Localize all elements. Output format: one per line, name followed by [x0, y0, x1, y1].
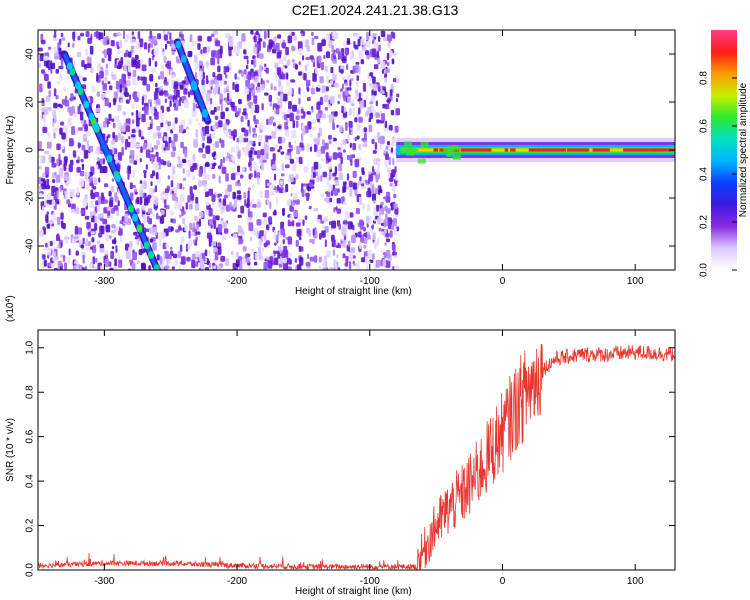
- y-tick-label: 0.8: [25, 385, 36, 399]
- y-tick-label: -20: [25, 190, 36, 205]
- x-tick-label: 100: [627, 576, 644, 587]
- x-tick-label: -300: [94, 276, 114, 287]
- track-0-blob: [128, 204, 134, 213]
- y-tick-label: -40: [25, 238, 36, 253]
- colorbar-tick-label: 0.2: [699, 215, 710, 229]
- track-0-blob: [101, 142, 108, 151]
- y-axis-label: SNR (10 * v/v): [5, 418, 16, 482]
- x-tick-label: -300: [94, 576, 114, 587]
- track-0-blob: [148, 251, 154, 259]
- x-tick-label: -200: [227, 276, 247, 287]
- track-1-blob: [180, 55, 187, 63]
- track-0-blob: [77, 87, 84, 96]
- figure-title: C2E1.2024.241.21.38.G13: [291, 2, 459, 18]
- snr-panel: -300 -200 -100 0 100 0.0 0.2 0.4 0.6 0.8 1.0 Height…: [5, 295, 676, 597]
- y-tick-label: 0.6: [25, 429, 36, 443]
- colorbar-label: Normalized spectral amplitude: [738, 82, 749, 217]
- y-tick-label: 1.0: [25, 340, 36, 354]
- x-tick-label: -200: [227, 576, 247, 587]
- track-1-blob: [191, 82, 198, 91]
- x-axis-label: Height of straight line (km): [295, 586, 412, 597]
- y-tick-label: 0.4: [25, 474, 36, 488]
- track-0-blob: [136, 224, 143, 233]
- track-0-blob: [106, 154, 113, 163]
- y-tick-label: 0: [25, 147, 36, 153]
- colorbar: 0.0 0.2 0.4 0.6 0.8 Normalized spectral ampli…: [699, 30, 749, 277]
- colorbar-gradient: [711, 30, 737, 270]
- colorbar-tick-label: 0.8: [699, 71, 710, 85]
- track-1-blob: [202, 109, 208, 118]
- snr-frame: [37, 329, 676, 571]
- y-tick-label: 20: [25, 96, 36, 108]
- y-tick-label: 40: [25, 48, 36, 60]
- track-0-blob: [83, 100, 90, 109]
- track-0-blob: [75, 81, 81, 90]
- spectrogram-image: [38, 30, 675, 270]
- snr-plot: [38, 344, 675, 570]
- x-tick-label: 0: [500, 276, 506, 287]
- y-axis-label: Frequency (Hz): [5, 116, 16, 185]
- colorbar-tick-label: 0.4: [699, 167, 710, 181]
- snr-line: [38, 344, 675, 570]
- track-1-blob: [175, 40, 182, 49]
- colorbar-tick-label: 0.0: [699, 263, 710, 277]
- track-0-blob: [153, 264, 160, 270]
- track-0-blob: [122, 192, 129, 201]
- colorbar-tick-label: 0.6: [699, 119, 710, 133]
- track-0-blob: [66, 62, 73, 71]
- x-tick-label: -100: [360, 276, 380, 287]
- x-tick-label: 0: [500, 576, 506, 587]
- track-0-blob: [143, 241, 150, 250]
- y-tick-label: 0.2: [25, 518, 36, 532]
- x-tick-label: -100: [360, 576, 380, 587]
- y-scale-label: (x104): [5, 295, 17, 322]
- x-axis-label: Height of straight line (km): [295, 286, 412, 297]
- track-0-blob: [92, 123, 99, 131]
- x-tick-label: 100: [627, 276, 644, 287]
- track-0-blob: [114, 174, 121, 183]
- track-0-blob: [131, 213, 138, 222]
- y-tick-label: 0.0: [25, 563, 36, 577]
- snr-background: [38, 330, 675, 570]
